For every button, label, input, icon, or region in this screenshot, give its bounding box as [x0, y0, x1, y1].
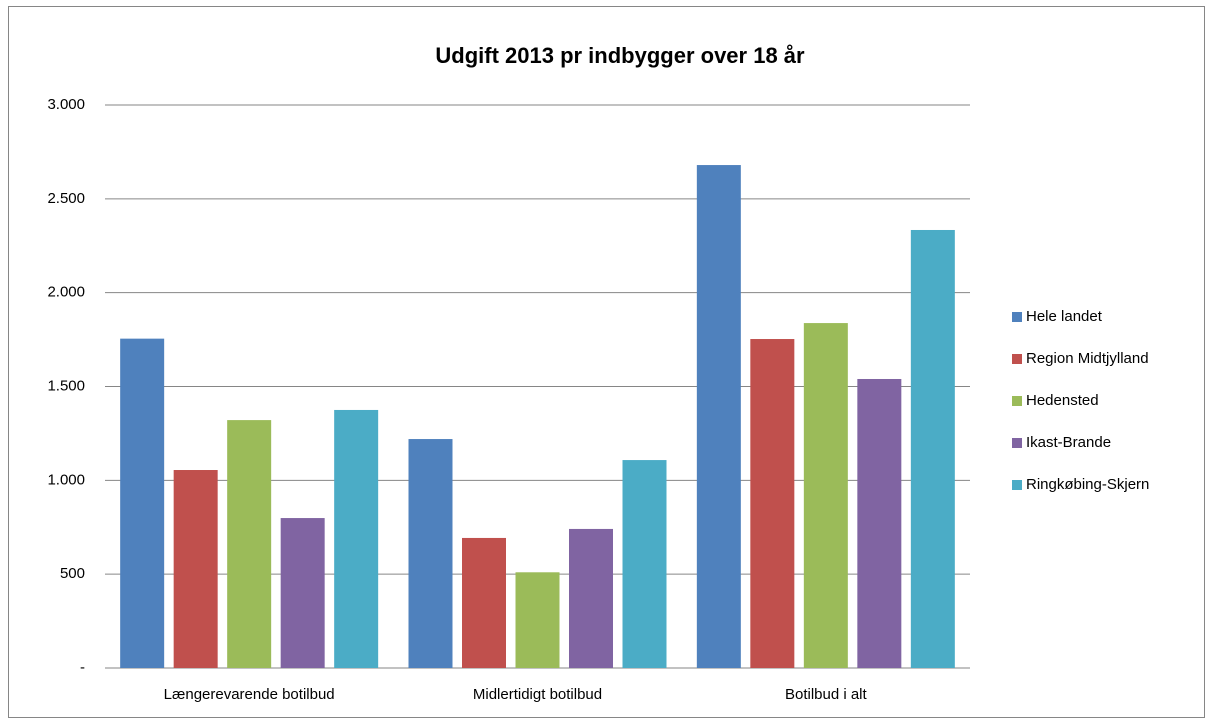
- bar: [857, 378, 902, 668]
- x-tick-label: Midlertidigt botilbud: [473, 686, 602, 703]
- legend-label: Hele landet: [1026, 308, 1103, 325]
- bar: [515, 572, 560, 668]
- legend-swatch: [1012, 438, 1022, 448]
- bar: [408, 439, 453, 668]
- x-tick-label: Længerevarende botilbud: [164, 686, 335, 703]
- y-tick-label: 2.000: [47, 284, 85, 301]
- y-tick-label: 2.500: [47, 190, 85, 207]
- legend-swatch: [1012, 312, 1022, 322]
- legend-label: Ikast-Brande: [1026, 434, 1111, 451]
- bar: [462, 537, 506, 668]
- legend-swatch: [1012, 354, 1022, 364]
- x-tick-label: Botilbud i alt: [785, 686, 868, 703]
- y-tick-label: 1.000: [47, 471, 85, 488]
- legend-swatch: [1012, 396, 1022, 406]
- y-tick-label: -: [80, 659, 85, 676]
- bar: [173, 470, 218, 668]
- bar: [750, 339, 795, 668]
- bar: [910, 229, 955, 668]
- legend-label: Ringkøbing-Skjern: [1026, 476, 1149, 493]
- bar: [334, 409, 379, 668]
- legend-label: Region Midtjylland: [1026, 350, 1149, 367]
- bar: [803, 323, 848, 668]
- legend-swatch: [1012, 480, 1022, 490]
- y-tick-label: 3.000: [47, 96, 85, 113]
- bar: [280, 518, 325, 668]
- bar: [622, 460, 667, 668]
- chart-title: Udgift 2013 pr indbygger over 18 år: [435, 43, 805, 68]
- y-tick-label: 500: [60, 565, 85, 582]
- bar: [569, 528, 613, 668]
- bar: [696, 165, 741, 668]
- legend-label: Hedensted: [1026, 392, 1099, 409]
- bar: [120, 338, 165, 668]
- bar: [227, 420, 272, 668]
- y-tick-label: 1.500: [47, 377, 85, 394]
